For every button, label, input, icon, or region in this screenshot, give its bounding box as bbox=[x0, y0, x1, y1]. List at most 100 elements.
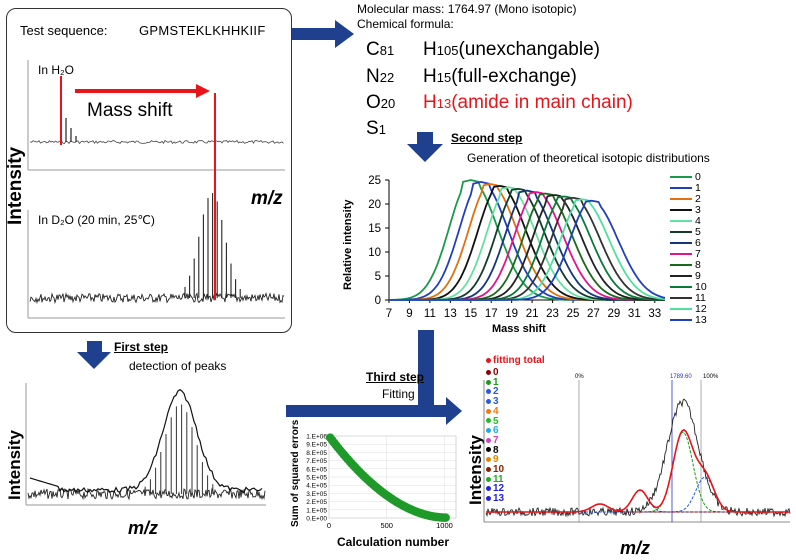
err-ytick-label-4: 4.E+05 bbox=[306, 483, 327, 490]
fit-legend-dot bbox=[486, 495, 491, 501]
iso-xtick-label-10: 27 bbox=[587, 308, 600, 320]
h2o-baseline bbox=[29, 139, 284, 145]
iso-legend-item-9: 9 bbox=[670, 271, 701, 282]
fit-legend-item-4: 4 bbox=[486, 406, 499, 418]
fit-legend-item-1: 1 bbox=[486, 376, 499, 389]
fit-legend-item-5: 5 bbox=[486, 415, 499, 428]
iso-ytick-label-2: 10 bbox=[368, 247, 381, 259]
iso-legend-swatch bbox=[670, 275, 692, 278]
fit-legend-dot bbox=[486, 437, 491, 443]
iso-xtick-label-1: 9 bbox=[406, 308, 412, 320]
iso-xtick-label-3: 13 bbox=[444, 308, 457, 320]
h2o-label: In H₂O bbox=[38, 63, 74, 77]
first-envelope bbox=[29, 388, 263, 493]
iso-legend-label: 7 bbox=[695, 248, 701, 260]
iso-ytick-label-0: 0 bbox=[375, 295, 381, 307]
fit-legend-dot bbox=[486, 457, 491, 463]
fit-legend-item-0: 0 bbox=[486, 367, 499, 379]
iso-xtick-label-9: 25 bbox=[567, 308, 580, 320]
iso-legend-item-3: 3 bbox=[670, 205, 701, 216]
iso-legend-label: 2 bbox=[695, 193, 701, 205]
fit-label-peak: 1789.60 bbox=[670, 374, 692, 380]
arrow-first-step bbox=[77, 341, 111, 369]
first-raw-trace bbox=[27, 487, 266, 501]
second-step-title: Second step bbox=[451, 131, 523, 145]
test-mz-label: m/z bbox=[251, 188, 283, 209]
err-ytick-label-6: 6.E+05 bbox=[306, 466, 327, 473]
fit-legend-label: 10 bbox=[493, 464, 505, 475]
d2o-baseline bbox=[29, 291, 285, 305]
err-ytick-label-3: 3.E+05 bbox=[306, 491, 327, 498]
fit-legend-dot bbox=[486, 476, 491, 482]
err-ytick-label-0: 0.E+00 bbox=[306, 516, 327, 523]
iso-xtick-label-5: 17 bbox=[485, 308, 498, 320]
first-step-desc: detection of peaks bbox=[129, 359, 227, 373]
iso-xtick-label-8: 23 bbox=[546, 308, 559, 320]
fit-legend-dot bbox=[486, 408, 491, 414]
iso-legend-item-12: 12 bbox=[670, 304, 707, 315]
third-step-title: Third step bbox=[366, 370, 425, 384]
fit-legend-label: 13 bbox=[493, 493, 505, 505]
iso-legend-item-8: 8 bbox=[670, 260, 701, 271]
iso-legend-item-2: 2 bbox=[670, 194, 701, 205]
iso-series-13 bbox=[389, 199, 666, 301]
iso-legend-label: 6 bbox=[695, 237, 701, 249]
err-ytick-label-10: 1.E+06 bbox=[306, 434, 327, 441]
fit-legend-dot bbox=[486, 398, 491, 404]
fit-legend-label: 1 bbox=[493, 376, 499, 388]
iso-xtick-label-2: 11 bbox=[424, 308, 436, 320]
fit-legend-item-10: 10 bbox=[486, 464, 505, 476]
iso-ytick-label-4: 20 bbox=[368, 199, 381, 211]
fit-legend-label: 2 bbox=[493, 386, 499, 398]
fit-component-blue-2 bbox=[486, 489, 790, 513]
iso-legend-swatch bbox=[670, 220, 692, 223]
iso-xlabel: Mass shift bbox=[492, 323, 546, 335]
arrow-second-step bbox=[407, 132, 443, 162]
formula-h-unexchangeable: H105(unexchangable) bbox=[423, 39, 600, 60]
fit-legend-label: 7 bbox=[493, 434, 499, 446]
iso-ytick-label-1: 5 bbox=[375, 271, 381, 283]
err-point-59 bbox=[441, 513, 450, 522]
fit-label-0pct: 0% bbox=[575, 374, 584, 380]
fit-legend-item-12: 12 bbox=[486, 484, 504, 495]
iso-xtick-label-12: 31 bbox=[628, 308, 641, 320]
iso-legend-item-4: 4 bbox=[670, 216, 701, 227]
fit-legend-dot bbox=[486, 379, 491, 385]
iso-ytick-label-3: 15 bbox=[368, 223, 381, 235]
d2o-label: In D₂O (20 min, 25℃) bbox=[38, 213, 155, 227]
formula-o: O20 bbox=[366, 92, 396, 113]
sequence-value: GPMSTEKLKHHKIIF bbox=[139, 23, 266, 38]
sequence-label: Test sequence: bbox=[20, 23, 108, 38]
iso-xtick-label-11: 29 bbox=[607, 308, 620, 320]
iso-xtick-label-4: 15 bbox=[464, 308, 477, 320]
fit-legend-total: fitting total bbox=[486, 355, 545, 367]
iso-xtick-label-7: 21 bbox=[526, 308, 539, 320]
formula-c: C81 bbox=[366, 39, 395, 60]
fit-legend-label: 0 bbox=[493, 367, 499, 378]
iso-xtick-label-0: 7 bbox=[386, 308, 392, 320]
iso-legend-swatch bbox=[670, 187, 692, 190]
fit-raw-trace bbox=[485, 398, 791, 518]
arrow-third-step bbox=[286, 330, 462, 425]
third-step-desc: Fitting bbox=[382, 387, 415, 401]
fit-legend-dot bbox=[486, 428, 491, 434]
fit-legend-dot bbox=[486, 389, 491, 395]
fit-legend-label: 5 bbox=[493, 415, 499, 427]
iso-legend-item-11: 11 bbox=[670, 293, 706, 304]
iso-legend-item-5: 5 bbox=[670, 227, 701, 238]
iso-legend-label: 5 bbox=[695, 226, 701, 238]
iso-legend-label: 8 bbox=[695, 259, 701, 271]
iso-legend-item-0: 0 bbox=[670, 172, 701, 183]
iso-legend-swatch bbox=[670, 297, 692, 300]
err-ytick-label-5: 5.E+05 bbox=[306, 475, 327, 482]
err-xtick-label-2: 1000 bbox=[436, 521, 453, 530]
fit-legend-label: 12 bbox=[493, 483, 505, 495]
iso-ytick-label-5: 25 bbox=[368, 175, 381, 187]
iso-legend-item-6: 6 bbox=[670, 238, 701, 249]
fit-legend-dot bbox=[486, 369, 491, 375]
fit-component-blue-1 bbox=[486, 476, 790, 513]
fit-legend-label: 3 bbox=[493, 396, 499, 408]
fit-legend-label: 6 bbox=[493, 425, 499, 437]
